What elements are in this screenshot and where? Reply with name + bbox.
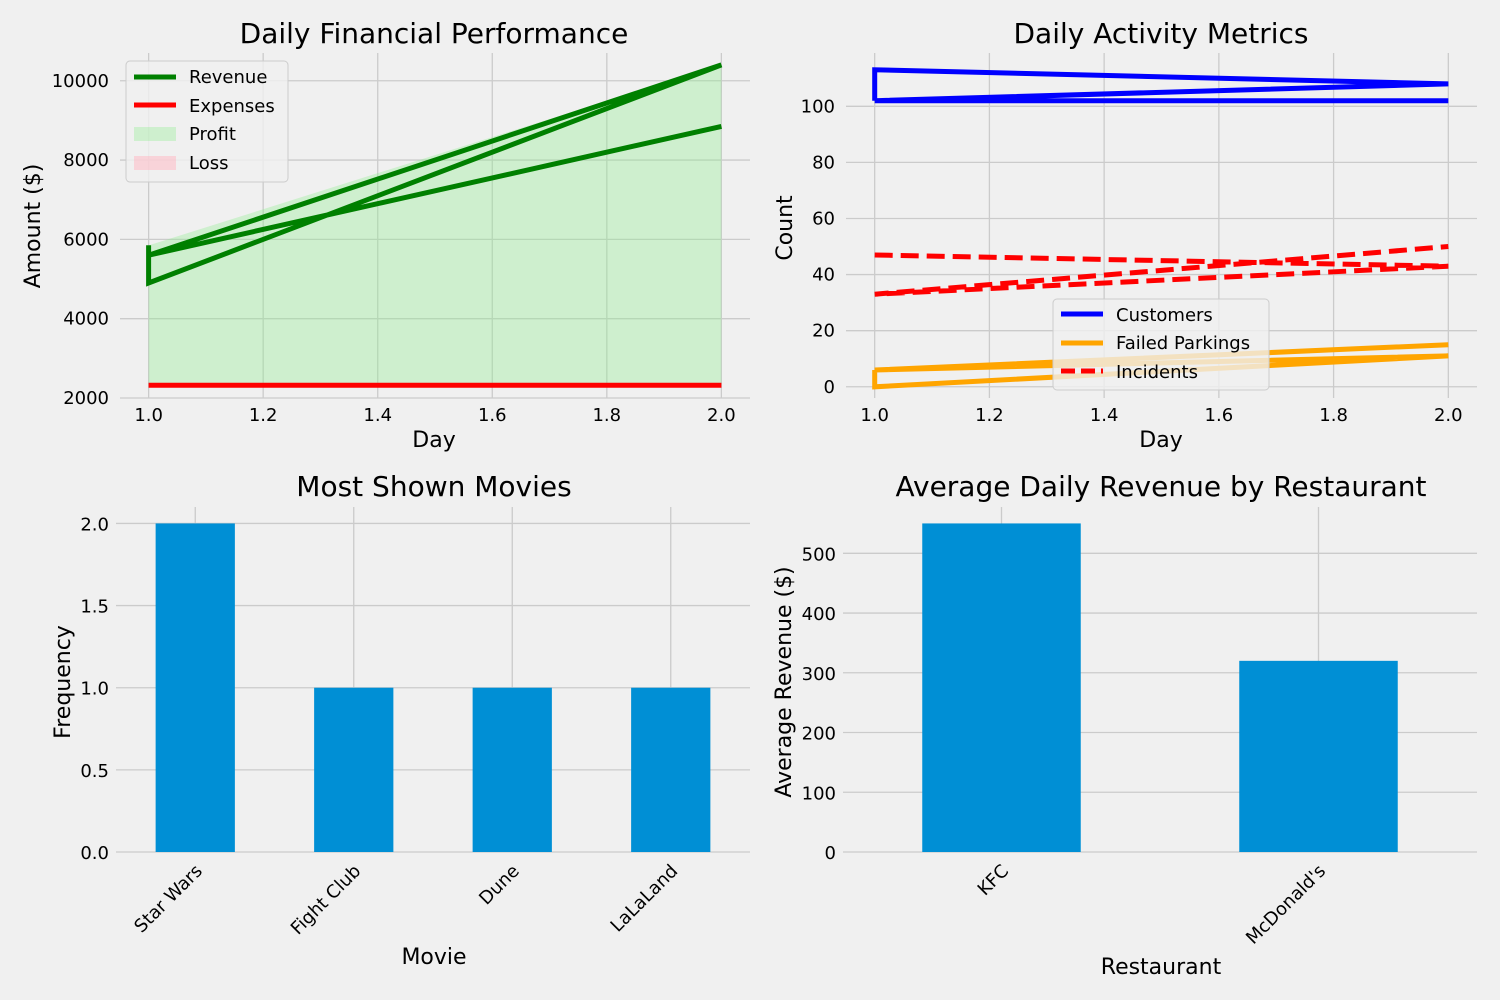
x-axis-label: Movie — [401, 945, 466, 970]
y-tick-label: 1.0 — [80, 679, 109, 700]
x-axis-label: Restaurant — [1101, 955, 1222, 980]
y-tick-label: 40 — [812, 265, 835, 286]
y-tick-label: 10000 — [52, 71, 109, 92]
y-tick-label: 100 — [801, 96, 835, 117]
x-tick-label: 1.8 — [592, 405, 621, 426]
chart-title: Daily Activity Metrics — [1014, 17, 1309, 50]
profit-area — [148, 64, 722, 386]
bar-fight-club — [314, 687, 394, 852]
series-line-revenue — [146, 62, 723, 287]
y-tick-label: 0.5 — [80, 761, 109, 782]
y-axis-label: Average Revenue ($) — [772, 566, 797, 797]
y-ticks: 0 100 200 300 400 500 — [802, 544, 836, 864]
series-lines — [146, 62, 723, 388]
legend-label-profit: Profit — [189, 124, 236, 145]
y-tick-label: 0 — [824, 377, 835, 398]
bars — [155, 523, 711, 852]
legend-label-incidents: Incidents — [1116, 362, 1198, 383]
legend-swatch-profit — [134, 127, 176, 141]
y-tick-label: 300 — [802, 664, 836, 685]
y-axis-label: Frequency — [51, 625, 76, 739]
legend-label-failed-parkings: Failed Parkings — [1116, 333, 1250, 354]
series-line-incidents — [874, 244, 1449, 297]
chart-financial-performance: Daily Financial Performance 1.0 1.2 1.4 1.6… — [21, 17, 750, 453]
y-tick-label: 100 — [802, 783, 836, 804]
legend-swatch-loss — [134, 156, 176, 170]
y-tick-label: 200 — [802, 724, 836, 745]
x-tick-label: 1.2 — [975, 405, 1004, 426]
x-tick-label: 2.0 — [1434, 405, 1463, 426]
x-axis-label: Day — [412, 428, 455, 453]
y-tick-label: 2000 — [63, 388, 109, 409]
x-tick-label: 1.8 — [1319, 405, 1348, 426]
legend-label-revenue: Revenue — [189, 67, 267, 88]
x-axis-label: Day — [1139, 428, 1182, 453]
bar-kfc — [922, 523, 1081, 852]
y-tick-label: 2.0 — [80, 514, 109, 535]
y-tick-label: 1.5 — [80, 597, 109, 618]
bar-dune — [472, 687, 552, 852]
legend-box — [1052, 298, 1270, 391]
y-tick-label: 8000 — [63, 150, 109, 171]
y-tick-label: 60 — [812, 208, 835, 229]
x-ticks: 1.0 1.2 1.4 1.6 1.8 2.0 — [134, 405, 735, 426]
legend-label-customers: Customers — [1116, 305, 1213, 326]
bars — [922, 523, 1398, 852]
y-tick-label: 500 — [802, 544, 836, 565]
x-tick-label: 1.6 — [478, 405, 507, 426]
y-tick-label: 6000 — [63, 229, 109, 250]
x-tick-label: 1.0 — [860, 405, 889, 426]
chart-restaurant-revenue: Average Daily Revenue by Restaurant KFC M… — [772, 470, 1477, 980]
chart-title: Most Shown Movies — [296, 470, 571, 503]
x-tick-label: 1.4 — [1090, 405, 1119, 426]
bar-mcdonald-s — [1239, 660, 1398, 852]
y-axis-label: Amount ($) — [21, 164, 46, 289]
x-tick-label: 1.0 — [134, 405, 163, 426]
bar-star-wars — [155, 523, 235, 852]
y-tick-label: 4000 — [63, 309, 109, 330]
bar-lalaland — [631, 687, 711, 852]
chart-title: Average Daily Revenue by Restaurant — [895, 470, 1426, 503]
legend-label-loss: Loss — [189, 153, 228, 174]
x-ticks: 1.0 1.2 1.4 1.6 1.8 2.0 — [860, 405, 1462, 426]
y-ticks: 0 20 40 60 80 100 — [801, 96, 835, 397]
y-tick-label: 80 — [812, 152, 835, 173]
x-tick-label: 1.2 — [249, 405, 278, 426]
y-tick-label: 20 — [812, 321, 835, 342]
legend-label-expenses: Expenses — [189, 96, 275, 117]
series-line-customers — [872, 67, 1449, 104]
y-tick-label: 0 — [825, 843, 836, 864]
y-axis-label: Count — [773, 195, 798, 261]
y-tick-label: 400 — [802, 604, 836, 625]
y-tick-label: 0.0 — [80, 843, 109, 864]
legend: Customers Failed Parkings Incidents — [1052, 298, 1270, 391]
legend: Revenue Expenses Profit Loss — [125, 60, 289, 183]
chart-activity-metrics: Daily Activity Metrics 1.0 1.2 1.4 1.6 1.8 2.… — [773, 17, 1477, 453]
y-ticks: 2000 4000 6000 8000 10000 — [52, 71, 109, 409]
x-tick-label: 2.0 — [707, 405, 736, 426]
chart-title: Daily Financial Performance — [240, 17, 629, 50]
fill-area — [148, 64, 722, 386]
y-ticks: 0.0 0.5 1.0 1.5 2.0 — [80, 514, 109, 864]
x-tick-label: 1.4 — [363, 405, 392, 426]
legend-box — [125, 60, 289, 183]
x-tick-label: 1.6 — [1205, 405, 1234, 426]
